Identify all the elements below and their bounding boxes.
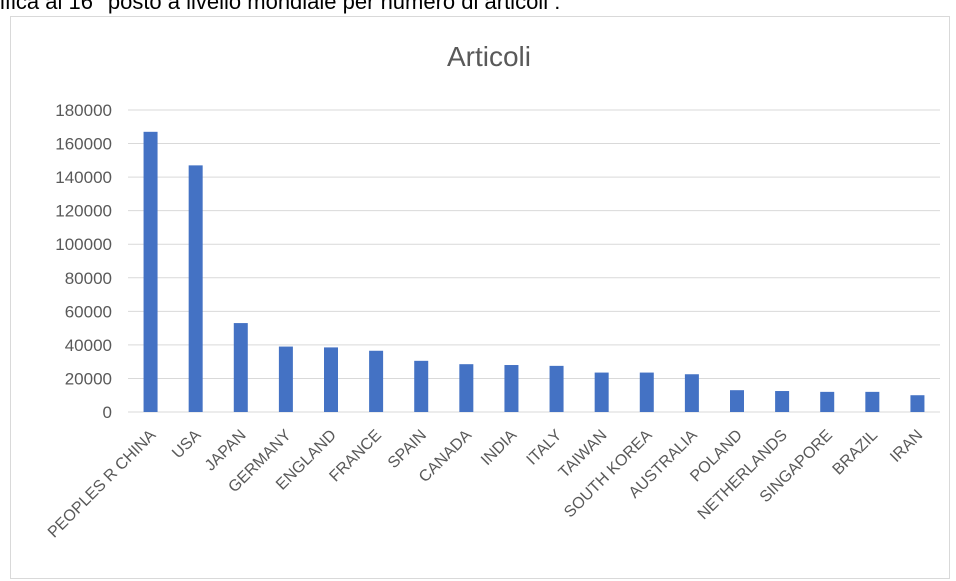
bar — [910, 395, 925, 412]
y-tick-label: 60000 — [65, 302, 112, 321]
x-category-label: INDIA — [478, 427, 520, 469]
bar — [324, 347, 338, 412]
x-category-label: IRAN — [887, 427, 926, 466]
bar — [865, 391, 880, 412]
y-tick-label: 0 — [103, 403, 112, 422]
bar — [414, 360, 429, 412]
bar — [594, 372, 609, 412]
y-tick-label: 100000 — [55, 235, 112, 254]
y-tick-label: 80000 — [65, 269, 112, 288]
bars — [143, 131, 925, 413]
bar — [639, 372, 654, 412]
bar — [278, 346, 293, 412]
bar — [188, 165, 203, 412]
bar — [143, 131, 158, 413]
x-category-label: SPAIN — [385, 427, 430, 472]
bar — [775, 391, 790, 412]
bar — [549, 365, 564, 412]
y-tick-label: 120000 — [55, 202, 112, 221]
x-axis-category-labels: PEOPLES R CHINA USAJAPANGERMANYENGLANDFRA… — [45, 427, 926, 542]
y-tick-label: 40000 — [65, 336, 112, 355]
y-axis-tick-labels: 0 20000 40000 60000 80000 100000 120000 140000 1… — [55, 101, 112, 422]
bar — [233, 323, 248, 412]
bar — [504, 365, 519, 412]
bar — [730, 390, 744, 412]
bar — [369, 350, 384, 412]
chart-title: Articoli — [447, 41, 531, 72]
x-category-label: BRAZIL — [830, 427, 882, 479]
caption-text: ifica al 16° posto a livello mondiale pe… — [0, 0, 561, 14]
x-category-label: PEOPLES R CHINA — [45, 427, 160, 542]
gridlines — [128, 109, 940, 413]
x-category-label: USA — [169, 427, 205, 463]
bar — [459, 364, 474, 412]
y-tick-label: 160000 — [55, 135, 112, 154]
y-tick-label: 140000 — [55, 168, 112, 187]
bar — [684, 374, 699, 412]
y-tick-label: 180000 — [55, 101, 112, 120]
x-category-label: ITALY — [524, 427, 566, 469]
y-tick-label: 20000 — [65, 369, 112, 388]
bar — [820, 391, 835, 412]
